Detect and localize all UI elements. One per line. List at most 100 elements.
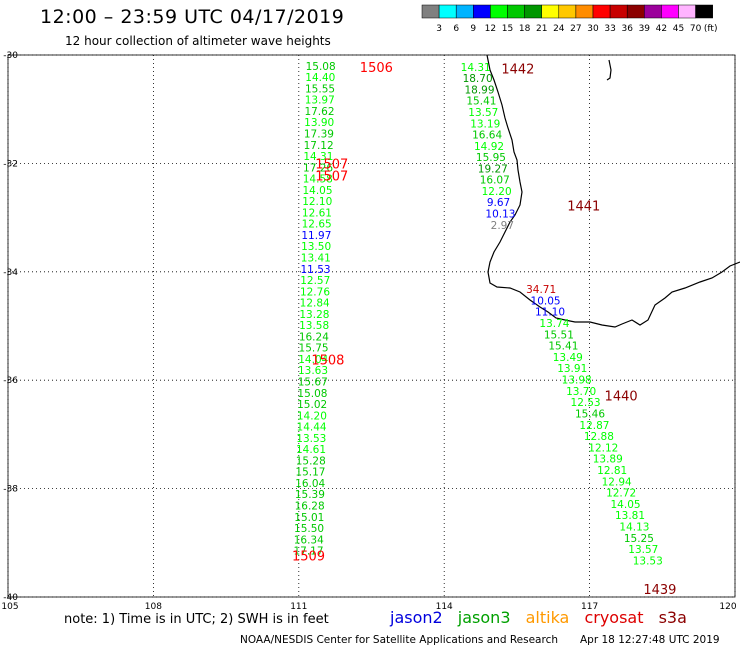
scale-label: 45: [673, 24, 684, 34]
wave-height-value: 14.61: [296, 444, 326, 456]
legend-jason2: jason2: [390, 608, 443, 627]
wave-height-labels: 15.0814.4015.5513.9717.6213.9017.3917.12…: [292, 61, 676, 598]
lat-tick-label: -30: [3, 51, 18, 61]
lon-tick-label: 111: [290, 602, 307, 612]
wave-height-value: 13.41: [301, 252, 331, 264]
wave-height-value: 13.91: [557, 363, 587, 375]
wave-height-value: 15.50: [294, 523, 324, 535]
wave-height-value: 13.74: [539, 318, 569, 330]
wave-height-value: 17.62: [304, 106, 334, 118]
wave-height-value: 15.25: [624, 533, 654, 545]
wave-height-value: 12.81: [597, 465, 627, 477]
wave-height-value: 13.89: [593, 454, 623, 466]
scale-label: 33: [604, 24, 615, 34]
wave-height-value: 12.20: [482, 186, 512, 198]
wave-height-value: 15.67: [298, 377, 328, 389]
wave-height-value: 15.41: [466, 96, 496, 108]
scale-label: 15: [502, 24, 513, 34]
wave-height-value: 13.53: [296, 433, 326, 445]
wave-height-value: 14.31: [461, 62, 491, 74]
wave-height-value: 13.63: [298, 365, 328, 377]
wave-height-value: 12.94: [602, 476, 632, 488]
wave-height-value: 15.17: [295, 467, 325, 479]
legend-cryosat: cryosat: [584, 608, 644, 627]
wave-height-value: 10.05: [531, 295, 561, 307]
pass-number-label: 1440: [605, 389, 638, 404]
wave-height-value: 17.26: [303, 162, 333, 174]
wave-height-value: 16.07: [480, 175, 510, 187]
pass-number-label: 1507: [315, 157, 348, 172]
wave-height-value: 15.01: [294, 512, 324, 524]
scale-label: 39: [639, 24, 651, 34]
wave-height-value: 15.08: [306, 61, 336, 73]
scale-swatch: [695, 4, 713, 19]
scale-label: 3: [436, 24, 442, 34]
lon-tick-label: 105: [1, 602, 18, 612]
wave-height-value: 18.99: [464, 84, 494, 96]
lon-tick-label: 114: [436, 602, 453, 612]
wave-height-value: 16.28: [295, 501, 325, 513]
wave-height-value: 14.92: [474, 141, 504, 153]
lat-tick-label: -34: [3, 268, 18, 278]
wave-height-value: 19.27: [478, 163, 508, 175]
wave-height-value: 12.61: [302, 207, 332, 219]
scale-label: 42: [656, 24, 667, 34]
wave-height-value: 15.08: [297, 388, 327, 400]
credit-text: NOAA/NESDIS Center for Satellite Applica…: [240, 634, 558, 646]
wave-height-value: 12.76: [300, 286, 330, 298]
scale-label: 21: [536, 24, 547, 34]
wave-height-value: 13.49: [553, 352, 583, 364]
wave-height-value: 13.90: [304, 117, 334, 129]
wave-height-value: 13.98: [562, 375, 592, 387]
wave-height-value: 15.55: [305, 83, 335, 95]
wave-height-value: 34.71: [526, 284, 556, 296]
australia-coastline: [486, 54, 740, 328]
legend-jason3: jason3: [457, 608, 511, 627]
island-shape: [606, 59, 612, 81]
wave-height-value: 13.58: [299, 320, 329, 332]
west-coast-line: [486, 54, 740, 328]
wave-height-value: 11.97: [301, 230, 331, 242]
lon-tick-label: 117: [581, 602, 598, 612]
legend-s3a: s3a: [658, 608, 687, 627]
wave-height-value: 12.72: [606, 488, 636, 500]
wave-height-value: 14.05: [302, 185, 332, 197]
wave-height-value: 12.10: [302, 196, 332, 208]
scale-label: 12: [485, 24, 496, 34]
wave-height-value: 14.58: [303, 174, 333, 186]
wave-height-value: 14.44: [297, 422, 327, 434]
wave-height-value: 17.12: [304, 140, 334, 152]
scale-label: 6: [453, 24, 459, 34]
satellite-legend: jason2 jason3 altika cryosat s3a: [390, 608, 697, 627]
wave-height-value: 12.87: [579, 420, 609, 432]
wave-height-value: 14.13: [619, 521, 649, 533]
wave-height-value: 15.75: [299, 343, 329, 355]
pass-number-label: 1508: [311, 354, 344, 369]
wave-height-value: 12.88: [584, 431, 614, 443]
wave-height-value: 14.05: [611, 499, 641, 511]
map-frame: [7, 54, 736, 598]
wave-height-value: 13.50: [301, 241, 331, 253]
lat-tick-label: -36: [3, 376, 18, 386]
timestamp-text: Apr 18 12:27:48 UTC 2019: [580, 634, 720, 646]
wave-height-value: 16.24: [299, 331, 329, 343]
wave-height-value: 14.20: [297, 410, 327, 422]
color-scale: 3 6 9 12 15 18 21 24 27 30 33 36 39 42 45 70 (ft): [421, 4, 718, 34]
wave-height-value: 15.51: [544, 329, 574, 341]
wave-height-value: 14.04: [298, 354, 328, 366]
wave-height-value: 10.13: [485, 208, 515, 220]
wave-height-value: 15.39: [295, 489, 325, 501]
wave-height-value: 11.53: [301, 264, 331, 276]
wave-height-value: 12.65: [302, 219, 332, 231]
lat-tick-label: -38: [3, 485, 18, 495]
wave-height-value: 9.67: [487, 197, 510, 209]
wave-height-value: 15.41: [548, 341, 578, 353]
map-title: 12:00 – 23:59 UTC 04/17/2019: [40, 6, 345, 28]
wave-height-value: 13.53: [633, 555, 663, 567]
pass-number-label: 1441: [567, 200, 600, 215]
scale-label: 24: [553, 24, 565, 34]
map-subtitle: 12 hour collection of altimeter wave hei…: [65, 34, 331, 48]
wave-height-value: 13.81: [615, 510, 645, 522]
scale-unit: (ft): [704, 24, 718, 34]
